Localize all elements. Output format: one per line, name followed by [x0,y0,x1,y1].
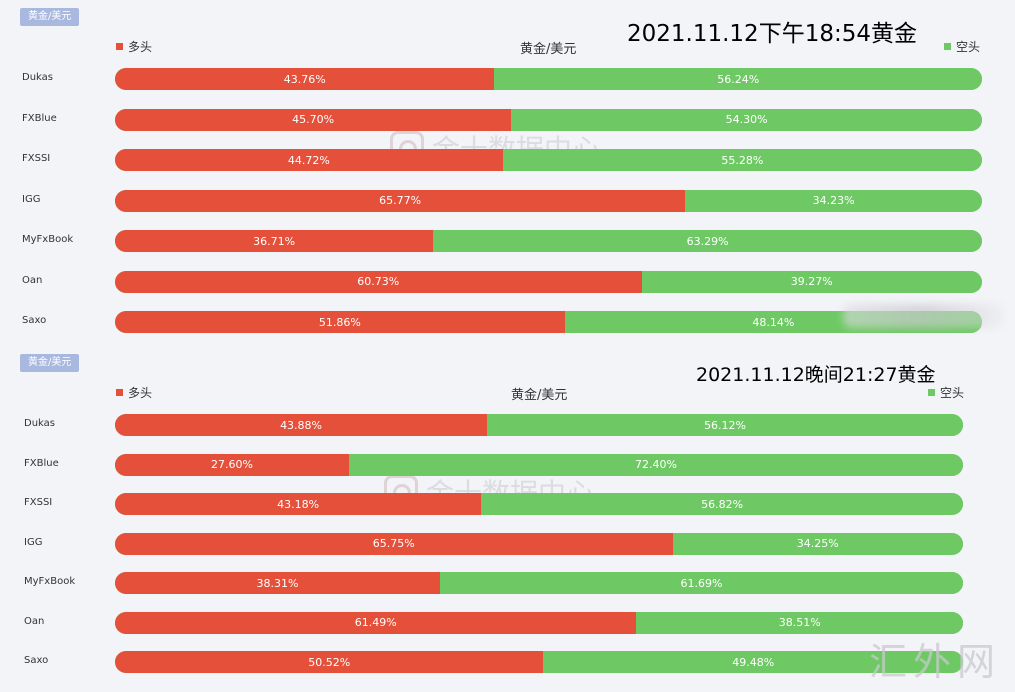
long-segment[interactable]: 36.71% [115,230,434,252]
long-segment[interactable]: 38.31% [115,572,440,594]
blurred-overlay [843,304,1003,328]
sentiment-bar[interactable]: 43.88% 56.12% [115,414,963,436]
category-label: Saxo [24,655,49,666]
long-segment[interactable]: 51.86% [115,311,565,333]
legend-short-label: 空头 [956,40,981,54]
chart-title: 黄金/美元 [511,388,568,403]
sentiment-bar[interactable]: 38.31% 61.69% [115,572,963,594]
category-label: Dukas [24,418,55,429]
sentiment-bar[interactable]: 65.77% 34.23% [115,189,982,212]
short-segment[interactable]: 49.48% [543,651,963,673]
timestamp-title: 2021.11.12晚间21:27黄金 [696,364,936,386]
sentiment-bar[interactable]: 61.49% 38.51% [115,611,963,634]
long-color-swatch [116,389,123,396]
category-label: FXSSI [24,497,53,508]
long-segment[interactable]: 43.88% [115,414,488,436]
sentiment-bar[interactable]: 65.75% 34.25% [115,532,963,555]
legend-long[interactable]: 多头 [116,38,152,55]
sentiment-bar[interactable]: 60.73% 39.27% [115,270,982,293]
legend-long[interactable]: 多头 [116,384,152,401]
long-segment[interactable]: 50.52% [115,651,544,673]
category-label: FXSSI [22,153,51,164]
category-label: Oan [24,615,45,627]
short-segment[interactable]: 63.29% [433,230,982,252]
sentiment-bar[interactable]: 45.70% 54.30% [115,108,982,131]
category-label: IGG [22,193,41,205]
timestamp-title: 2021.11.12下午18:54黄金 [627,21,917,47]
short-segment[interactable]: 38.51% [636,611,963,634]
sentiment-bar[interactable]: 50.52% 49.48% [115,651,963,673]
legend-short[interactable]: 空头 [944,38,980,55]
category-label: FXBlue [24,457,59,469]
chart-panel-1: 黄金/美元 2021.11.12下午18:54黄金 多头 黄金/美元 空头 金十… [20,8,1003,333]
short-segment[interactable]: 61.69% [439,572,963,594]
short-segment[interactable]: 54.30% [511,108,982,131]
legend-long-label: 多头 [128,40,153,54]
short-color-swatch [944,43,951,50]
long-segment[interactable]: 61.49% [115,611,637,634]
legend-long-label: 多头 [128,386,153,400]
category-label: MyFxBook [22,234,74,245]
chart-title: 黄金/美元 [520,42,577,57]
legend-short-label: 空头 [940,386,965,400]
sentiment-bar[interactable]: 43.76% 56.24% [115,68,982,90]
long-segment[interactable]: 60.73% [115,270,642,293]
long-segment[interactable]: 43.18% [115,493,482,515]
long-segment[interactable]: 45.70% [115,108,512,131]
pair-tag[interactable]: 黄金/美元 [20,8,80,26]
short-color-swatch [928,389,935,396]
category-label: FXBlue [22,112,57,124]
sentiment-bar[interactable]: 44.72% 55.28% [115,149,982,171]
short-segment[interactable]: 39.27% [641,270,982,293]
sentiment-bar[interactable]: 51.86% 48.14% [115,311,982,333]
sentiment-bar[interactable]: 27.60% 72.40% [115,453,963,476]
long-segment[interactable]: 27.60% [115,453,350,476]
site-watermark: 汇外网 [868,640,1001,684]
sentiment-bar[interactable]: 36.71% 63.29% [115,230,982,252]
short-segment[interactable]: 56.82% [481,493,963,515]
chart-panel-2: 黄金/美元 2021.11.12晚间21:27黄金 多头 黄金/美元 空头 金十… [0,346,1015,692]
category-label: Saxo [22,315,47,326]
category-label: IGG [24,536,43,548]
sentiment-bar[interactable]: 43.18% 56.82% [115,493,963,515]
short-segment[interactable]: 34.23% [685,189,982,212]
long-segment[interactable]: 44.72% [115,149,503,171]
long-segment[interactable]: 65.75% [115,532,673,555]
category-label: Dukas [22,72,53,83]
category-label: Oan [22,274,43,286]
pair-tag[interactable]: 黄金/美元 [20,354,80,372]
long-segment[interactable]: 65.77% [115,189,686,212]
legend-short[interactable]: 空头 [928,384,964,401]
long-color-swatch [116,43,123,50]
short-segment[interactable]: 55.28% [502,149,982,171]
short-segment[interactable]: 56.12% [487,414,963,436]
long-segment[interactable]: 43.76% [115,68,495,90]
category-label: MyFxBook [24,576,76,587]
short-segment[interactable]: 72.40% [349,453,963,476]
short-segment[interactable]: 34.25% [672,532,963,555]
short-segment[interactable]: 56.24% [494,68,982,90]
